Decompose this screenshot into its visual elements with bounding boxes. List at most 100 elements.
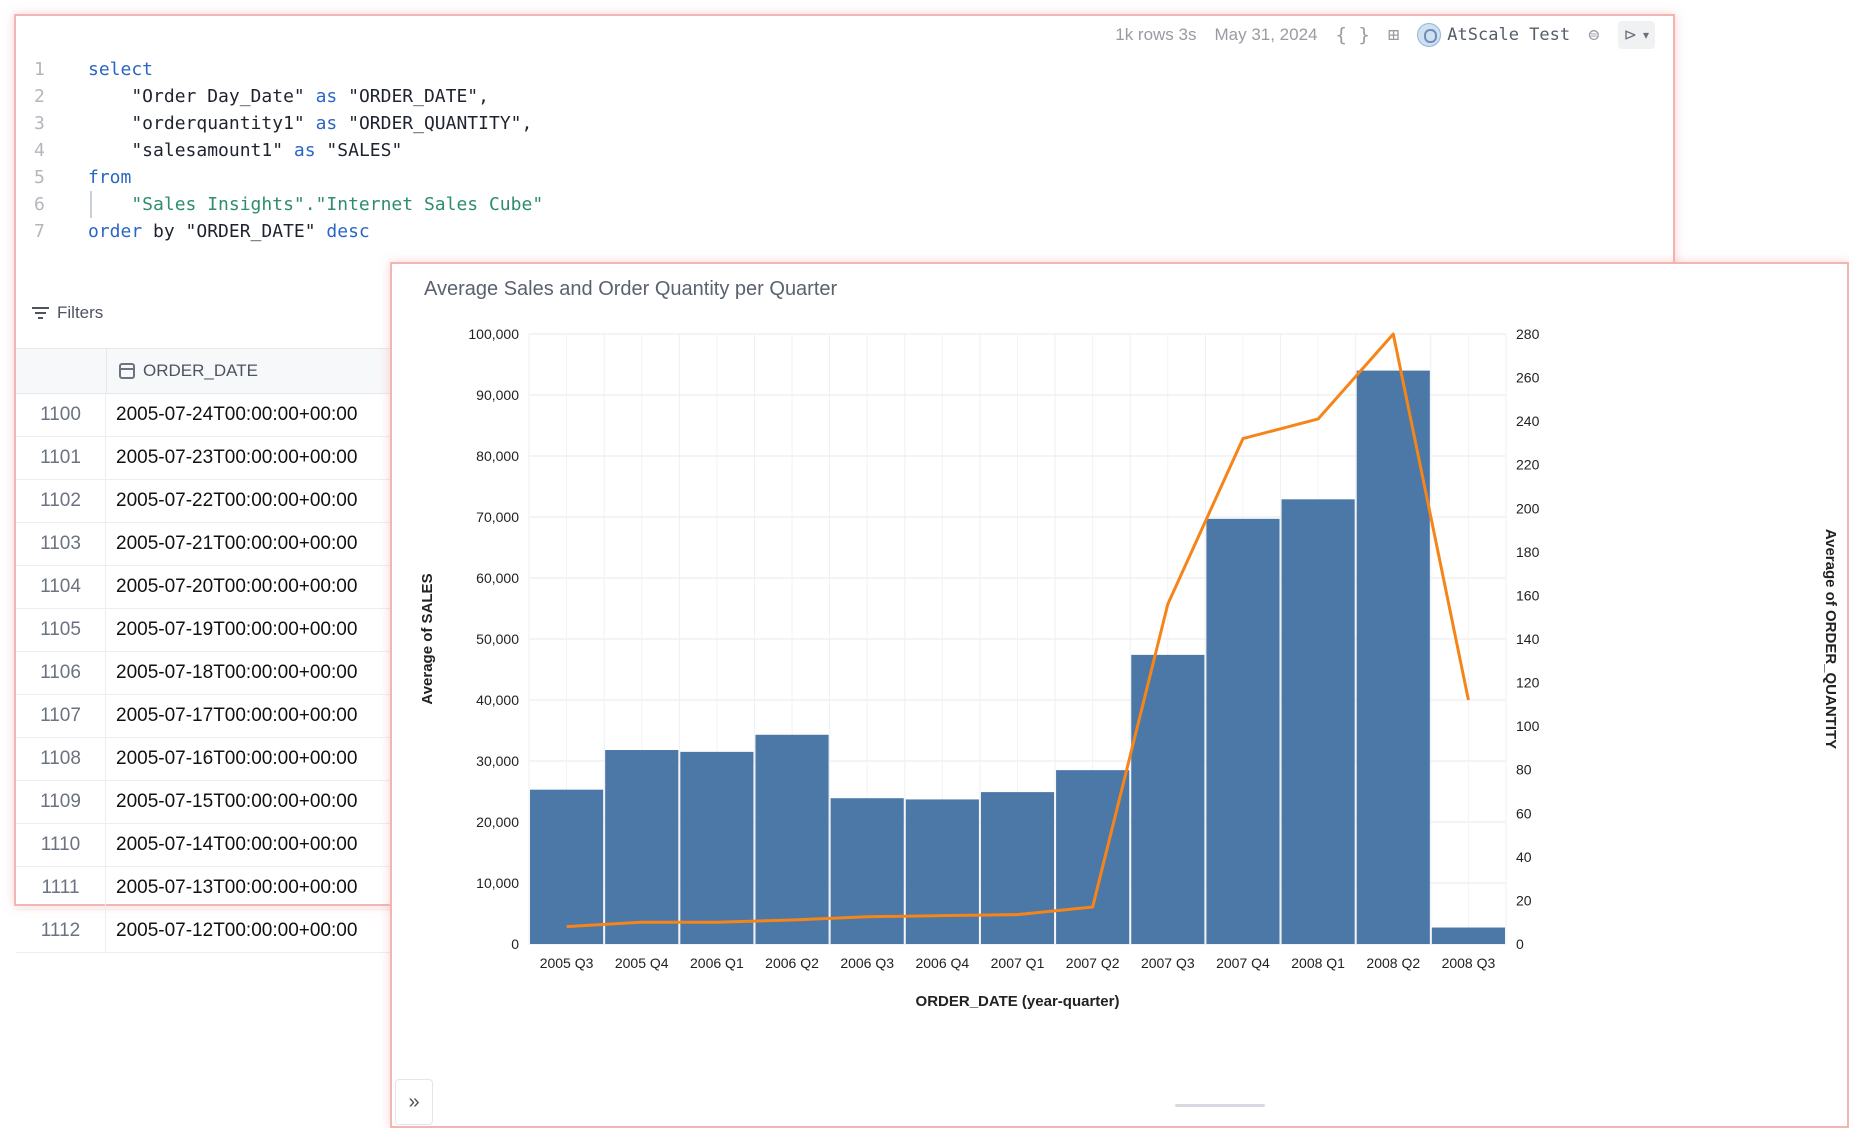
column-header-order-date[interactable]: ORDER_DATE	[107, 361, 258, 381]
sql-token: by "ORDER_DATE"	[142, 221, 327, 242]
braces-icon[interactable]: { }	[1335, 24, 1370, 46]
table-row[interactable]: 1105 2005-07-19T00:00:00+00:00	[16, 609, 396, 652]
y2-tick-label: 60	[1516, 805, 1532, 821]
y-tick-label: 90,000	[476, 387, 519, 403]
table-row[interactable]: 1103 2005-07-21T00:00:00+00:00	[16, 523, 396, 566]
code-line[interactable]: 1 select	[34, 56, 543, 83]
bar-sales	[1431, 927, 1505, 944]
x-tick-label: 2006 Q2	[765, 955, 819, 971]
y2-tick-label: 80	[1516, 762, 1532, 778]
y2-tick-label: 180	[1516, 544, 1540, 560]
filters-label: Filters	[57, 303, 104, 322]
y2-tick-label: 100	[1516, 718, 1540, 734]
sql-token: "ORDER_DATE",	[337, 86, 489, 107]
x-tick-label: 2007 Q2	[1066, 955, 1120, 971]
bar-sales	[980, 792, 1055, 944]
horizontal-scrollbar[interactable]	[1175, 1104, 1265, 1107]
order-date-cell[interactable]: 2005-07-22T00:00:00+00:00	[116, 490, 358, 511]
x-tick-label: 2006 Q1	[690, 955, 744, 971]
order-date-cell[interactable]: 2005-07-14T00:00:00+00:00	[116, 834, 358, 855]
order-date-cell[interactable]: 2005-07-12T00:00:00+00:00	[116, 920, 358, 941]
code-line[interactable]: 6 "Sales Insights"."Internet Sales Cube"	[34, 191, 543, 218]
chevron-down-icon[interactable]: ▾	[1642, 28, 1649, 42]
sql-keyword: order	[88, 221, 143, 242]
row-index: 1104	[16, 566, 106, 608]
order-date-cell[interactable]: 2005-07-13T00:00:00+00:00	[116, 877, 358, 898]
order-date-cell[interactable]: 2005-07-18T00:00:00+00:00	[116, 662, 358, 683]
filters-button[interactable]: Filters	[32, 303, 103, 323]
expand-icon[interactable]: »	[395, 1079, 433, 1125]
table-row[interactable]: 1108 2005-07-16T00:00:00+00:00	[16, 738, 396, 781]
sql-keyword: desc	[326, 221, 370, 242]
table-row[interactable]: 1111 2005-07-13T00:00:00+00:00	[16, 867, 396, 910]
bar-sales	[1206, 518, 1280, 944]
code-line[interactable]: 5 from	[34, 164, 543, 191]
y-tick-label: 100,000	[468, 326, 519, 342]
column-header-label: ORDER_DATE	[143, 361, 258, 380]
table-header: ORDER_DATE	[16, 348, 396, 394]
y-tick-label: 0	[511, 936, 519, 952]
y-tick-label: 50,000	[476, 631, 519, 647]
bar-sales	[905, 799, 979, 944]
chart-title: Average Sales and Order Quantity per Qua…	[424, 278, 838, 300]
sql-keyword: as	[293, 140, 316, 161]
code-line[interactable]: 7 order by "ORDER_DATE" desc	[34, 218, 543, 245]
code-text: order by "ORDER_DATE" desc	[64, 218, 370, 245]
bar-sales	[830, 798, 904, 944]
bar-sales	[1131, 654, 1205, 944]
x-tick-label: 2006 Q4	[915, 955, 969, 971]
filter-icon	[32, 307, 49, 319]
row-index: 1105	[16, 609, 106, 651]
cache-icon[interactable]: ⊜	[1588, 24, 1600, 46]
connection-selector[interactable]: AtScale Test	[1417, 23, 1570, 47]
line-number: 6	[34, 194, 45, 215]
table-row[interactable]: 1112 2005-07-12T00:00:00+00:00	[16, 910, 396, 953]
table-row[interactable]: 1106 2005-07-18T00:00:00+00:00	[16, 652, 396, 695]
y2-axis-title: Average of ORDER_QUANTITY	[1822, 529, 1839, 749]
row-index: 1110	[16, 824, 106, 866]
order-date-cell[interactable]: 2005-07-19T00:00:00+00:00	[116, 619, 358, 640]
table-export-icon[interactable]: ⊞	[1387, 24, 1400, 46]
y2-tick-label: 120	[1516, 675, 1540, 691]
row-index: 1100	[16, 394, 106, 436]
table-row[interactable]: 1110 2005-07-14T00:00:00+00:00	[16, 824, 396, 867]
x-axis-title: ORDER_DATE (year-quarter)	[916, 993, 1120, 1010]
y-tick-label: 70,000	[476, 509, 519, 525]
order-date-cell[interactable]: 2005-07-17T00:00:00+00:00	[116, 705, 358, 726]
code-line[interactable]: 4 "salesamount1" as "SALES"	[34, 137, 543, 164]
index-column-header	[16, 349, 107, 393]
x-tick-label: 2007 Q1	[991, 955, 1045, 971]
y2-tick-label: 140	[1516, 631, 1540, 647]
table-row[interactable]: 1104 2005-07-20T00:00:00+00:00	[16, 566, 396, 609]
y2-tick-label: 160	[1516, 587, 1540, 603]
sql-keyword: as	[315, 113, 338, 134]
row-index: 1103	[16, 523, 106, 565]
order-date-cell[interactable]: 2005-07-15T00:00:00+00:00	[116, 791, 358, 812]
line-number: 1	[34, 59, 45, 80]
y-tick-label: 60,000	[476, 570, 519, 586]
code-text: "salesamount1" as "SALES"	[64, 137, 402, 164]
table-row[interactable]: 1101 2005-07-23T00:00:00+00:00	[16, 437, 396, 480]
results-table: ORDER_DATE 1100 2005-07-24T00:00:00+00:00…	[16, 348, 396, 953]
order-date-cell[interactable]: 2005-07-16T00:00:00+00:00	[116, 748, 358, 769]
code-line[interactable]: 3 "orderquantity1" as "ORDER_QUANTITY",	[34, 110, 543, 137]
line-number: 5	[34, 167, 45, 188]
sql-code[interactable]: 1 select 2 "Order Day_Date" as "ORDER_DATE…	[34, 56, 543, 245]
run-button[interactable]: ⊳ ▾	[1617, 21, 1655, 49]
table-row[interactable]: 1100 2005-07-24T00:00:00+00:00	[16, 394, 396, 437]
order-date-cell[interactable]: 2005-07-21T00:00:00+00:00	[116, 533, 358, 554]
bar-sales	[530, 789, 604, 944]
sql-keyword: select	[88, 59, 154, 80]
sql-token: "salesamount1"	[88, 140, 294, 161]
table-row[interactable]: 1107 2005-07-17T00:00:00+00:00	[16, 695, 396, 738]
table-row[interactable]: 1109 2005-07-15T00:00:00+00:00	[16, 781, 396, 824]
code-line[interactable]: 2 "Order Day_Date" as "ORDER_DATE",	[34, 83, 543, 110]
table-row[interactable]: 1102 2005-07-22T00:00:00+00:00	[16, 480, 396, 523]
code-text: "Sales Insights"."Internet Sales Cube"	[64, 191, 543, 218]
run-date: May 31, 2024	[1214, 25, 1318, 44]
x-tick-label: 2008 Q1	[1291, 955, 1345, 971]
order-date-cell[interactable]: 2005-07-24T00:00:00+00:00	[116, 404, 358, 425]
order-date-cell[interactable]: 2005-07-20T00:00:00+00:00	[116, 576, 358, 597]
order-date-cell[interactable]: 2005-07-23T00:00:00+00:00	[116, 447, 358, 468]
bar-sales	[680, 751, 754, 944]
